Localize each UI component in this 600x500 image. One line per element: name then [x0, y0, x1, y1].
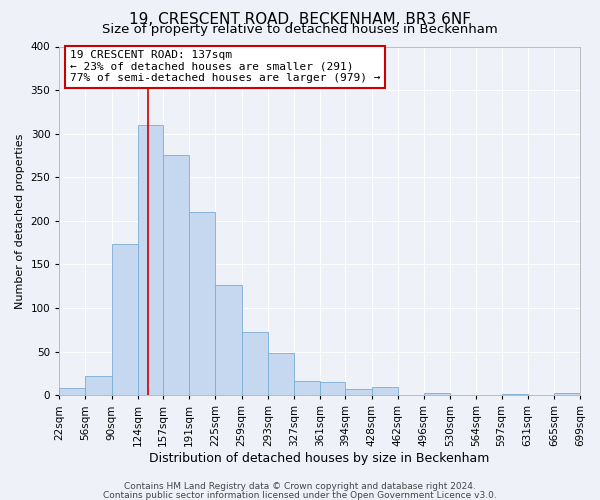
Bar: [242, 332, 268, 396]
Bar: [502, 394, 528, 396]
Text: Contains HM Land Registry data © Crown copyright and database right 2024.: Contains HM Land Registry data © Crown c…: [124, 482, 476, 491]
Text: Size of property relative to detached houses in Beckenham: Size of property relative to detached ho…: [102, 22, 498, 36]
Y-axis label: Number of detached properties: Number of detached properties: [15, 133, 25, 308]
Text: 19, CRESCENT ROAD, BECKENHAM, BR3 6NF: 19, CRESCENT ROAD, BECKENHAM, BR3 6NF: [129, 12, 471, 28]
Text: Contains public sector information licensed under the Open Government Licence v3: Contains public sector information licen…: [103, 490, 497, 500]
Bar: [424, 392, 450, 396]
Bar: [294, 382, 320, 396]
Bar: [190, 212, 215, 396]
Bar: [163, 156, 190, 396]
Bar: [346, 389, 371, 396]
Bar: [112, 244, 138, 396]
Bar: [215, 286, 242, 396]
Bar: [138, 125, 163, 396]
Bar: [85, 376, 112, 396]
Bar: [59, 388, 85, 396]
Bar: [268, 354, 294, 396]
Text: 19 CRESCENT ROAD: 137sqm
← 23% of detached houses are smaller (291)
77% of semi-: 19 CRESCENT ROAD: 137sqm ← 23% of detach…: [70, 50, 380, 83]
Bar: [554, 392, 580, 396]
Bar: [371, 388, 398, 396]
X-axis label: Distribution of detached houses by size in Beckenham: Distribution of detached houses by size …: [149, 452, 490, 465]
Bar: [320, 382, 346, 396]
